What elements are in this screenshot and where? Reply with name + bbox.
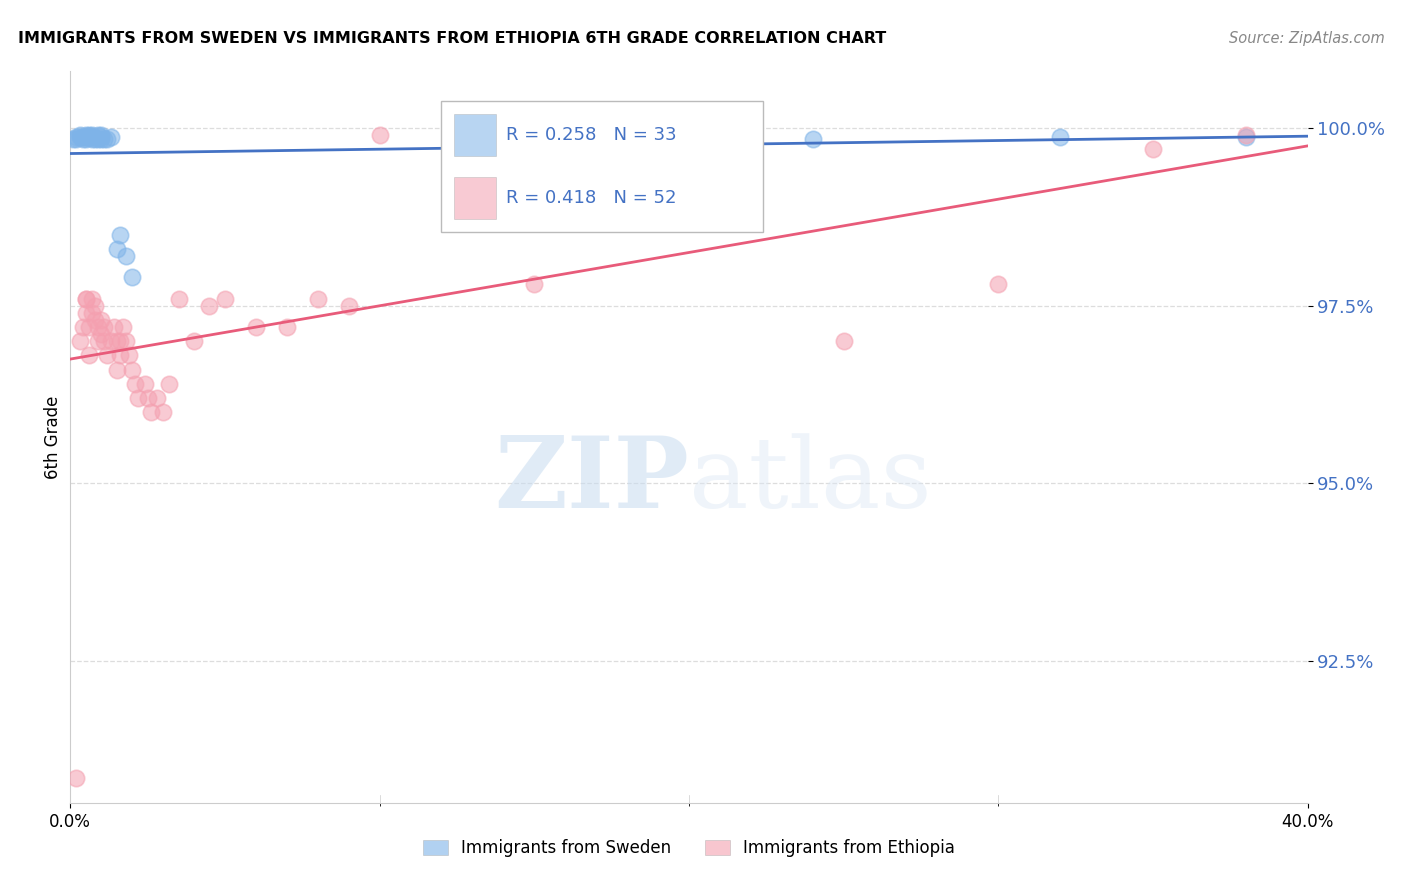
Text: Source: ZipAtlas.com: Source: ZipAtlas.com (1229, 31, 1385, 46)
Point (105, 242, 128, 256)
Legend: Immigrants from Sweden, Immigrants from Ethiopia: Immigrants from Sweden, Immigrants from … (416, 832, 962, 864)
Point (134, 376, 156, 391)
Point (105, 334, 128, 349)
Point (72, 129, 94, 144)
Point (87, 128, 110, 143)
Point (96, 132, 118, 146)
Point (90, 313, 112, 327)
Point (77, 128, 100, 143)
Point (75, 129, 97, 144)
Point (77, 129, 100, 144)
Point (198, 299, 221, 313)
Point (136, 391, 159, 405)
Point (96, 348, 118, 362)
Point (108, 348, 131, 362)
Point (157, 376, 180, 391)
Point (1234, 129, 1257, 144)
Point (84, 313, 107, 327)
Point (214, 292, 236, 306)
Point (77, 320, 100, 334)
Point (678, 132, 700, 146)
Point (69, 129, 91, 144)
Point (108, 334, 131, 349)
Point (80, 306, 103, 320)
Point (124, 376, 146, 391)
Point (90, 129, 112, 144)
Point (72, 132, 94, 146)
Point (1142, 143, 1164, 157)
Point (62, 132, 84, 146)
Point (801, 132, 824, 146)
Point (93, 132, 115, 146)
Point (121, 362, 143, 376)
Point (152, 405, 174, 419)
Point (75, 132, 97, 146)
Point (93, 320, 115, 334)
Point (75, 306, 97, 320)
Point (80, 129, 103, 144)
Point (121, 270, 143, 285)
Point (127, 391, 149, 405)
Point (183, 334, 205, 349)
Point (87, 320, 110, 334)
Point (65, 129, 87, 144)
Point (111, 320, 134, 334)
Point (103, 320, 125, 334)
Point (65, 771, 87, 785)
Point (75, 128, 97, 143)
Point (146, 391, 169, 405)
Text: ZIP: ZIP (494, 433, 689, 530)
Point (100, 129, 122, 144)
Point (72, 320, 94, 334)
Point (87, 334, 110, 349)
Point (368, 128, 391, 143)
Point (337, 299, 360, 313)
Point (678, 128, 700, 143)
Point (84, 132, 107, 146)
Point (77, 348, 100, 362)
Point (115, 249, 138, 263)
Point (276, 320, 298, 334)
Point (554, 132, 576, 146)
Text: IMMIGRANTS FROM SWEDEN VS IMMIGRANTS FROM ETHIOPIA 6TH GRADE CORRELATION CHART: IMMIGRANTS FROM SWEDEN VS IMMIGRANTS FRO… (18, 31, 887, 46)
Point (108, 227, 131, 242)
Point (167, 292, 190, 306)
Point (139, 405, 162, 419)
Point (987, 277, 1010, 292)
Point (75, 292, 97, 306)
Point (100, 334, 122, 349)
Point (65, 132, 87, 146)
Point (69, 128, 91, 143)
Point (93, 334, 115, 349)
Point (80, 128, 103, 143)
Point (90, 132, 112, 146)
Point (832, 334, 855, 349)
Point (69, 334, 91, 349)
Point (245, 320, 267, 334)
Point (90, 128, 112, 143)
Point (523, 277, 546, 292)
Point (80, 132, 103, 146)
Point (1049, 129, 1071, 144)
Point (80, 292, 103, 306)
Point (84, 299, 107, 313)
Y-axis label: 6th Grade: 6th Grade (44, 395, 62, 479)
Point (87, 132, 110, 146)
Point (75, 292, 97, 306)
Point (1234, 128, 1257, 143)
Point (307, 292, 329, 306)
Point (105, 362, 128, 376)
Text: atlas: atlas (689, 434, 932, 529)
Point (118, 348, 141, 362)
Point (90, 327, 112, 342)
Point (115, 334, 138, 349)
